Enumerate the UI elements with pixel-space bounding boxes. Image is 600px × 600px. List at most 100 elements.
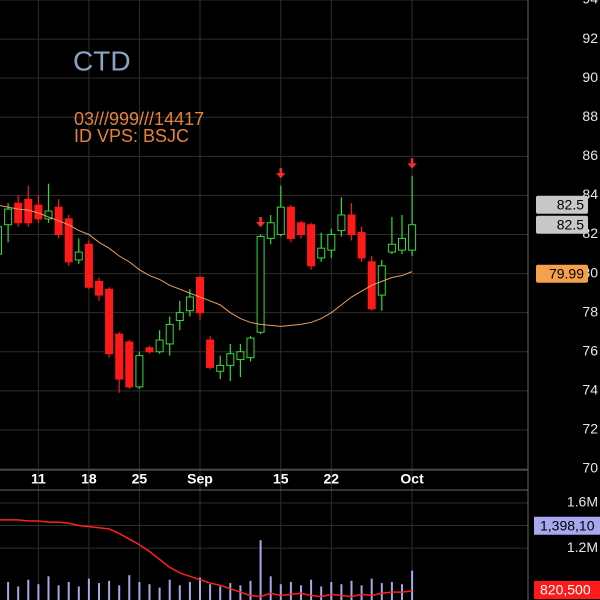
candle-body — [337, 214, 346, 232]
volume-bar — [350, 580, 353, 600]
volume-bar — [320, 586, 323, 600]
candle-body — [398, 237, 406, 251]
volume-bar — [178, 585, 181, 600]
candle-body — [44, 210, 53, 220]
volume-bar — [37, 584, 40, 600]
candle-body — [74, 251, 83, 261]
x-tick-label: 22 — [324, 471, 340, 487]
candle-body — [206, 339, 215, 368]
candle-body — [115, 333, 124, 380]
y-tick-label: 72 — [582, 421, 598, 437]
volume-bar — [148, 584, 151, 600]
volume-bar — [209, 584, 212, 600]
candle-body — [95, 280, 103, 296]
candle-body — [145, 347, 154, 353]
volume-bar — [219, 586, 222, 600]
signal-arrow — [255, 217, 266, 228]
signal-arrow — [407, 158, 417, 169]
volume-bar — [269, 576, 272, 600]
volume-label: 1,398,10 — [540, 517, 595, 533]
x-tick-label: Sep — [187, 471, 213, 487]
y-tick-label: 86 — [582, 147, 598, 163]
volume-bar — [279, 584, 282, 600]
candle-body — [357, 232, 366, 259]
candle-body — [4, 208, 13, 226]
volume-bar — [108, 580, 111, 600]
volume-bar — [7, 581, 10, 600]
candle-body — [185, 296, 194, 312]
chart-subtitle: 03///999///14417 — [74, 109, 204, 129]
x-tick-label: 25 — [132, 471, 148, 487]
candle-body — [64, 218, 73, 263]
candle-body — [286, 206, 295, 239]
volume-tick-label: 1.2M — [567, 539, 598, 555]
labels: 70727476788082848688909294111825Sep1522O… — [31, 0, 600, 599]
x-tick-label: 18 — [81, 471, 97, 487]
volume-bar — [158, 587, 161, 600]
candle-body — [0, 226, 2, 255]
candle-body — [135, 355, 144, 388]
marks — [0, 158, 417, 600]
volume-bar — [330, 581, 333, 600]
volume-bar — [340, 584, 343, 600]
candle-body — [256, 235, 265, 333]
volume-bar — [87, 578, 90, 600]
volume-bar — [360, 585, 363, 600]
chart-title: CTD — [73, 45, 131, 76]
candle-body — [175, 312, 184, 321]
volume-bar — [47, 576, 50, 600]
x-tick-label: Oct — [400, 471, 424, 487]
volume-bar — [259, 540, 262, 600]
volume-bar — [77, 586, 80, 600]
volume-bar — [128, 575, 131, 600]
y-tick-label: 92 — [582, 30, 598, 46]
volume-bar — [370, 578, 373, 600]
x-tick-label: 11 — [31, 471, 46, 487]
volume-bar — [390, 581, 393, 600]
signal-arrow — [276, 168, 286, 179]
volume-label: 820,500 — [540, 582, 591, 598]
candle-body — [347, 214, 356, 235]
candle-body — [246, 337, 255, 359]
volume-bar — [199, 577, 201, 600]
candle-body — [276, 206, 285, 235]
price-label-box — [536, 264, 588, 283]
candle-body — [317, 247, 326, 259]
volume-bar — [310, 579, 313, 600]
y-tick-label: 74 — [582, 382, 598, 398]
volume-bar — [57, 585, 60, 600]
volume-bar — [17, 586, 20, 600]
volume-bar — [229, 583, 232, 600]
volume-label-box — [534, 581, 600, 599]
volume-bar — [67, 581, 70, 600]
volume-bar — [289, 581, 292, 600]
candle-body — [297, 222, 305, 235]
price-label-box — [536, 195, 588, 214]
volume-bar — [118, 585, 121, 600]
volume-tick-label: 1.6M — [567, 494, 598, 510]
volume-bar — [98, 583, 100, 600]
price-label: 82.5 — [557, 196, 584, 212]
candle-body — [84, 243, 93, 288]
candle-body — [14, 202, 23, 224]
volume-bar — [27, 579, 30, 600]
candle-body — [266, 222, 275, 239]
candle-body — [236, 351, 245, 361]
candle-body — [155, 339, 164, 353]
y-tick-label: 94 — [582, 0, 598, 7]
volume-bar — [138, 581, 141, 600]
y-tick-label: 78 — [582, 303, 598, 319]
volume-bar — [168, 579, 171, 600]
candle-body — [307, 224, 316, 267]
annotation: ID VPS: BSJC — [74, 126, 189, 146]
volume-average — [0, 519, 413, 598]
candle-body — [226, 353, 235, 366]
y-tick-label: 70 — [582, 460, 598, 476]
volume-label-box — [534, 516, 600, 535]
volume-bar — [249, 580, 252, 600]
candle-body — [125, 341, 134, 388]
candle-body — [327, 234, 336, 251]
candle-body — [387, 243, 396, 253]
